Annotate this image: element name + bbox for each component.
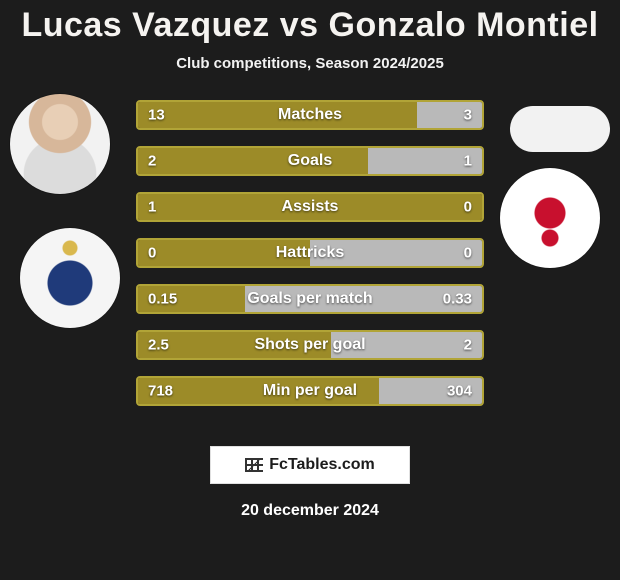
stat-row: 133Matches bbox=[136, 100, 484, 130]
stat-row: 2.52Shots per goal bbox=[136, 330, 484, 360]
stat-value-left: 13 bbox=[148, 107, 165, 124]
stat-value-right: 1 bbox=[464, 153, 472, 170]
stat-row: 21Goals bbox=[136, 146, 484, 176]
bar-right-fill bbox=[417, 102, 482, 128]
bar-left-fill bbox=[138, 148, 368, 174]
bar-right-fill bbox=[331, 332, 482, 358]
stat-row: 10Assists bbox=[136, 192, 484, 222]
stat-row: 00Hattricks bbox=[136, 238, 484, 268]
bar-left-fill bbox=[138, 102, 417, 128]
stat-value-right: 0 bbox=[464, 199, 472, 216]
bar-left-fill bbox=[138, 194, 482, 220]
stat-value-right: 3 bbox=[464, 107, 472, 124]
stat-value-left: 0 bbox=[148, 245, 156, 262]
bar-right-fill bbox=[310, 240, 482, 266]
stat-row: 718304Min per goal bbox=[136, 376, 484, 406]
stat-value-right: 0 bbox=[464, 245, 472, 262]
club-left-crest bbox=[20, 228, 120, 328]
stat-value-right: 0.33 bbox=[443, 291, 472, 308]
stat-value-right: 2 bbox=[464, 337, 472, 354]
stat-value-left: 2.5 bbox=[148, 337, 169, 354]
watermark: FcTables.com bbox=[210, 446, 410, 484]
stat-value-left: 718 bbox=[148, 383, 173, 400]
page-title: Lucas Vazquez vs Gonzalo Montiel bbox=[0, 0, 620, 45]
page-subtitle: Club competitions, Season 2024/2025 bbox=[0, 55, 620, 72]
club-right-crest bbox=[500, 168, 600, 268]
comparison-bars: 133Matches21Goals10Assists00Hattricks0.1… bbox=[136, 100, 484, 422]
bar-left-fill bbox=[138, 240, 310, 266]
stat-row: 0.150.33Goals per match bbox=[136, 284, 484, 314]
stat-value-left: 0.15 bbox=[148, 291, 177, 308]
stat-value-right: 304 bbox=[447, 383, 472, 400]
footer-date: 20 december 2024 bbox=[0, 502, 620, 520]
chart-icon bbox=[245, 458, 263, 472]
player-right-avatar bbox=[510, 106, 610, 152]
player-left-avatar bbox=[10, 94, 110, 194]
bar-left-fill bbox=[138, 378, 379, 404]
stat-value-left: 2 bbox=[148, 153, 156, 170]
watermark-text: FcTables.com bbox=[269, 456, 375, 474]
stat-value-left: 1 bbox=[148, 199, 156, 216]
